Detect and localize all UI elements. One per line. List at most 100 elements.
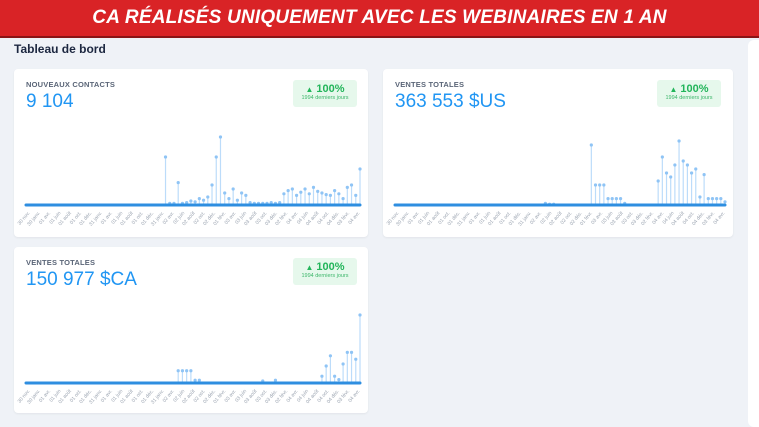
card-new-contacts: NOUVEAUX CONTACTS 9 104 ▲ 100% 1994 dernie… xyxy=(14,69,368,237)
data-point xyxy=(589,143,593,147)
data-point xyxy=(176,369,180,373)
data-point xyxy=(345,185,349,189)
card-label: VENTES TOTALES xyxy=(26,258,96,267)
data-point xyxy=(358,313,362,317)
data-point xyxy=(681,159,685,163)
data-point xyxy=(664,171,669,175)
data-point xyxy=(240,191,244,195)
data-point xyxy=(610,197,614,201)
data-point xyxy=(324,193,328,197)
data-point xyxy=(606,197,610,201)
data-point xyxy=(286,189,290,193)
data-point xyxy=(614,197,618,201)
title-banner: CA RÉALISÉS UNIQUEMENT AVEC LES WEBINAIR… xyxy=(0,0,759,38)
data-point xyxy=(210,183,214,187)
data-point xyxy=(337,192,341,196)
badge-percent: 100% xyxy=(680,83,709,95)
trend-badge: ▲ 100% 1994 derniers jours xyxy=(293,80,357,107)
data-point xyxy=(231,187,235,191)
data-point xyxy=(324,364,328,368)
triangle-up-icon: ▲ xyxy=(305,263,314,272)
data-point xyxy=(282,192,286,196)
data-point xyxy=(185,201,189,205)
data-point xyxy=(273,378,278,382)
data-point xyxy=(176,181,180,185)
badge-percent: 100% xyxy=(316,83,345,95)
data-point xyxy=(227,197,231,201)
side-panel xyxy=(748,40,759,427)
x-tick-label: 04 avr. xyxy=(347,388,361,403)
data-point xyxy=(163,155,168,159)
data-point xyxy=(206,195,210,199)
x-tick-label: 04 avr. xyxy=(347,210,361,225)
data-point xyxy=(723,200,727,204)
data-point xyxy=(337,378,341,382)
data-point xyxy=(185,369,189,373)
card-sales-cad: VENTES TOTALES 150 977 $CA ▲ 100% 1994 der… xyxy=(14,247,368,413)
data-point xyxy=(677,139,681,143)
data-point xyxy=(193,200,197,204)
data-point xyxy=(618,197,623,201)
data-point xyxy=(598,183,602,187)
data-point xyxy=(333,374,337,378)
triangle-up-icon: ▲ xyxy=(305,85,314,94)
card-label: VENTES TOTALES xyxy=(395,80,465,89)
data-point xyxy=(328,193,333,197)
data-point xyxy=(694,167,698,171)
data-point xyxy=(244,193,248,197)
data-point xyxy=(673,163,677,167)
data-point xyxy=(248,201,252,205)
data-point xyxy=(311,185,316,189)
data-point xyxy=(278,201,282,205)
data-point xyxy=(715,197,719,201)
data-point xyxy=(316,189,320,193)
data-point xyxy=(197,378,201,382)
badge-period: 1994 derniers jours xyxy=(301,95,349,101)
card-value: 9 104 xyxy=(26,91,74,112)
data-point xyxy=(320,374,324,378)
data-point xyxy=(189,369,193,373)
data-point xyxy=(235,198,239,202)
data-point xyxy=(349,350,354,354)
data-point xyxy=(341,362,345,366)
triangle-up-icon: ▲ xyxy=(669,85,678,94)
trend-badge: ▲ 100% 1994 derniers jours xyxy=(657,80,721,107)
card-value: 150 977 $CA xyxy=(26,269,137,290)
data-point xyxy=(333,189,337,193)
data-point xyxy=(706,197,710,201)
data-point xyxy=(328,354,333,358)
data-point xyxy=(656,179,660,183)
data-point xyxy=(269,201,273,205)
badge-percent: 100% xyxy=(316,261,345,273)
banner-title: CA RÉALISÉS UNIQUEMENT AVEC LES WEBINAIR… xyxy=(92,7,667,28)
data-point xyxy=(180,369,185,373)
page-title: Tableau de bord xyxy=(14,42,106,56)
data-point xyxy=(193,378,197,382)
data-point xyxy=(223,191,227,195)
data-point xyxy=(320,191,324,195)
data-point xyxy=(669,175,673,179)
data-point xyxy=(689,171,694,175)
data-point xyxy=(303,187,307,191)
data-point xyxy=(197,197,201,201)
data-point xyxy=(710,197,715,201)
data-point xyxy=(349,183,354,187)
data-point xyxy=(354,193,358,197)
card-label: NOUVEAUX CONTACTS xyxy=(26,80,116,89)
data-point xyxy=(299,190,303,194)
data-point xyxy=(354,357,358,361)
data-point xyxy=(685,163,690,167)
data-point xyxy=(719,197,723,201)
data-point xyxy=(290,187,294,191)
data-point xyxy=(307,192,311,196)
data-point xyxy=(341,197,345,201)
data-point xyxy=(358,167,362,171)
data-point xyxy=(698,195,702,199)
data-point xyxy=(294,193,299,197)
card-sales-usd: VENTES TOTALES 363 553 $US ▲ 100% 1994 der… xyxy=(383,69,733,237)
data-point xyxy=(660,155,664,159)
trend-badge: ▲ 100% 1994 derniers jours xyxy=(293,258,357,285)
